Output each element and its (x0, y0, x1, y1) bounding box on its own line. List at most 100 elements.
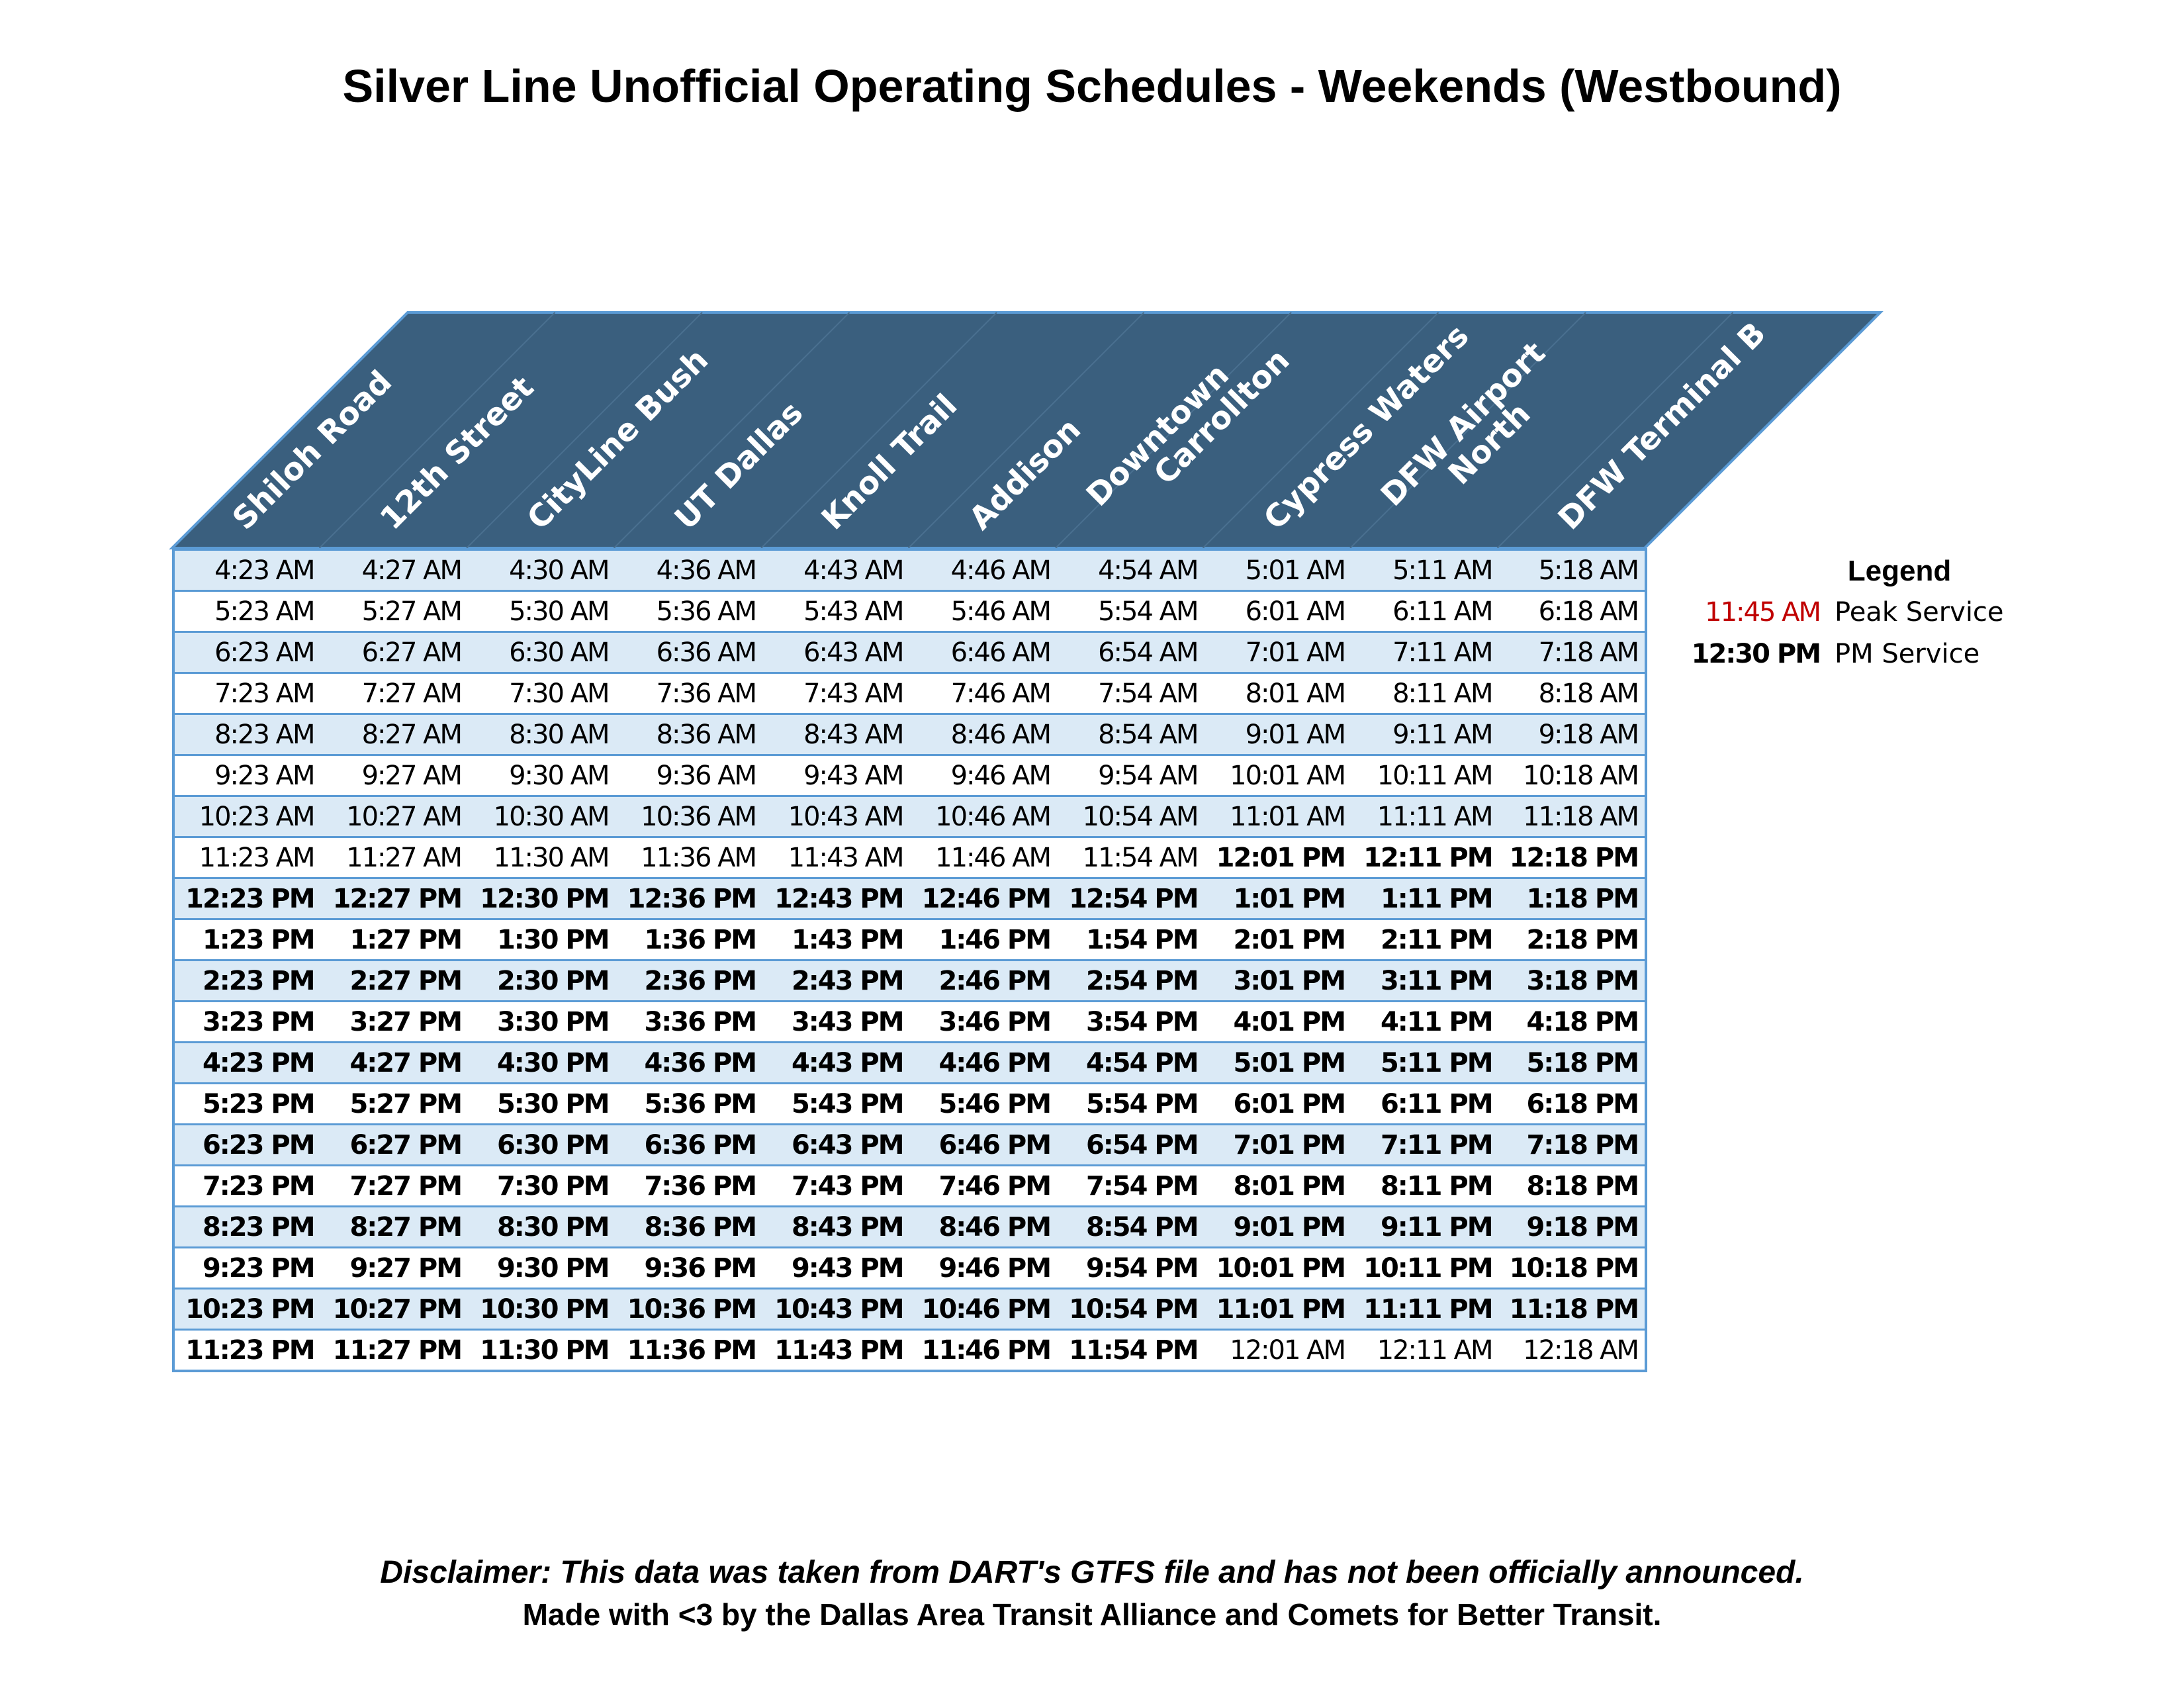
departure-time: 12:01 PM (1204, 836, 1351, 879)
departure-time: 3:36 PM (615, 1000, 762, 1043)
departure-time: 10:18 PM (1498, 1246, 1646, 1289)
departure-time: 1:11 PM (1351, 877, 1499, 920)
schedule-row: 1:23 PM 1:27 PM 1:30 PM 1:36 PM 1:43 PM 1:46 … (173, 918, 1646, 961)
departure-time: 3:23 PM (173, 1000, 321, 1043)
departure-time: 7:46 PM (909, 1164, 1057, 1207)
departure-time: 10:27 AM (320, 795, 468, 838)
schedule-row: 6:23 AM 6:27 AM 6:30 AM 6:36 AM 6:43 AM 6:46 … (173, 631, 1646, 674)
departure-time: 9:23 AM (173, 754, 321, 797)
departure-time: 8:54 PM (1057, 1205, 1205, 1248)
departure-time: 7:36 AM (615, 672, 762, 715)
departure-time: 4:23 AM (173, 548, 321, 592)
departure-time: 9:30 AM (468, 754, 615, 797)
legend-pm-label: PM Service (1835, 639, 1980, 669)
departure-time: 6:36 PM (615, 1123, 762, 1166)
departure-time: 10:36 AM (615, 795, 762, 838)
departure-time: 8:23 PM (173, 1205, 321, 1248)
departure-time: 5:30 PM (468, 1082, 615, 1125)
departure-time: 4:11 PM (1351, 1000, 1499, 1043)
departure-time: 11:43 AM (762, 836, 910, 879)
departure-time: 5:11 PM (1351, 1041, 1499, 1084)
departure-time: 12:54 PM (1057, 877, 1205, 920)
schedule-row: 4:23 PM 4:27 PM 4:30 PM 4:36 PM 4:43 PM 4:46 … (173, 1041, 1646, 1084)
schedule-row: 5:23 PM 5:27 PM 5:30 PM 5:36 PM 5:43 PM 5:46 … (173, 1082, 1646, 1125)
departure-time: 4:30 PM (468, 1041, 615, 1084)
departure-time: 7:43 PM (762, 1164, 910, 1207)
departure-time: 5:01 PM (1204, 1041, 1351, 1084)
departure-time: 7:01 AM (1204, 631, 1351, 674)
departure-time: 7:01 PM (1204, 1123, 1351, 1166)
departure-time: 8:36 PM (615, 1205, 762, 1248)
departure-time: 8:27 PM (320, 1205, 468, 1248)
page-title: Silver Line Unofficial Operating Schedul… (342, 60, 1842, 112)
departure-time: 8:01 PM (1204, 1164, 1351, 1207)
departure-time: 5:27 AM (320, 590, 468, 633)
departure-time: 3:43 PM (762, 1000, 910, 1043)
departure-time: 1:27 PM (320, 918, 468, 961)
departure-time: 2:30 PM (468, 959, 615, 1002)
departure-time: 7:18 PM (1498, 1123, 1646, 1166)
departure-time: 11:01 PM (1204, 1288, 1351, 1331)
departure-time: 6:18 AM (1498, 590, 1646, 633)
departure-time: 10:54 PM (1057, 1288, 1205, 1331)
legend: Legend 11:45 AM Peak Service 12:30 PM PM… (1674, 551, 2124, 675)
departure-time: 3:18 PM (1498, 959, 1646, 1002)
departure-time: 7:54 AM (1057, 672, 1205, 715)
departure-time: 9:43 PM (762, 1246, 910, 1289)
departure-time: 4:27 AM (320, 548, 468, 592)
header-divider (1055, 312, 1292, 549)
departure-time: 10:36 PM (615, 1288, 762, 1331)
departure-time: 7:30 AM (468, 672, 615, 715)
departure-time: 4:36 AM (615, 548, 762, 592)
departure-time: 7:27 PM (320, 1164, 468, 1207)
departure-time: 6:23 PM (173, 1123, 321, 1166)
schedule-row: 2:23 PM 2:27 PM 2:30 PM 2:36 PM 2:43 PM 2:46 … (173, 959, 1646, 1002)
departure-time: 4:54 AM (1057, 548, 1205, 592)
departure-time: 8:11 PM (1351, 1164, 1499, 1207)
departure-time: 10:43 PM (762, 1288, 910, 1331)
departure-time: 5:23 AM (173, 590, 321, 633)
schedule-table: 4:23 AM 4:27 AM 4:30 AM 4:36 AM 4:43 AM 4:46 … (172, 548, 1647, 1372)
departure-time: 7:36 PM (615, 1164, 762, 1207)
departure-time: 9:36 PM (615, 1246, 762, 1289)
departure-time: 10:30 PM (468, 1288, 615, 1331)
departure-time: 4:46 PM (909, 1041, 1057, 1084)
departure-time: 1:54 PM (1057, 918, 1205, 961)
departure-time: 6:27 PM (320, 1123, 468, 1166)
departure-time: 8:11 AM (1351, 672, 1499, 715)
departure-time: 6:54 AM (1057, 631, 1205, 674)
departure-time: 5:36 PM (615, 1082, 762, 1125)
departure-time: 8:43 AM (762, 713, 910, 756)
departure-time: 6:46 AM (909, 631, 1057, 674)
departure-time: 11:43 PM (762, 1329, 910, 1372)
header-divider (1202, 312, 1439, 549)
departure-time: 10:23 PM (173, 1288, 321, 1331)
departure-time: 1:36 PM (615, 918, 762, 961)
departure-time: 6:30 AM (468, 631, 615, 674)
departure-time: 2:01 PM (1204, 918, 1351, 961)
departure-time: 12:43 PM (762, 877, 910, 920)
departure-time: 4:01 PM (1204, 1000, 1351, 1043)
departure-time: 4:30 AM (468, 548, 615, 592)
schedule-row: 12:23 PM 12:27 PM 12:30 PM 12:36 PM 12:43 PM… (173, 877, 1646, 920)
schedule-row: 9:23 PM 9:27 PM 9:30 PM 9:36 PM 9:43 PM 9:46 … (173, 1246, 1646, 1289)
departure-time: 11:18 AM (1498, 795, 1646, 838)
departure-time: 11:27 PM (320, 1329, 468, 1372)
departure-time: 10:11 AM (1351, 754, 1499, 797)
departure-time: 5:36 AM (615, 590, 762, 633)
departure-time: 9:54 PM (1057, 1246, 1205, 1289)
departure-time: 8:43 PM (762, 1205, 910, 1248)
departure-time: 3:30 PM (468, 1000, 615, 1043)
schedule-row: 10:23 AM 10:27 AM 10:30 AM 10:36 AM 10:43 AM… (173, 795, 1646, 838)
departure-time: 2:54 PM (1057, 959, 1205, 1002)
departure-time: 6:27 AM (320, 631, 468, 674)
departure-time: 7:46 AM (909, 672, 1057, 715)
departure-time: 6:43 AM (762, 631, 910, 674)
departure-time: 3:01 PM (1204, 959, 1351, 1002)
departure-time: 1:18 PM (1498, 877, 1646, 920)
schedule-row: 7:23 PM 7:27 PM 7:30 PM 7:36 PM 7:43 PM 7:46 … (173, 1164, 1646, 1207)
departure-time: 9:43 AM (762, 754, 910, 797)
departure-time: 3:46 PM (909, 1000, 1057, 1043)
departure-time: 9:11 AM (1351, 713, 1499, 756)
